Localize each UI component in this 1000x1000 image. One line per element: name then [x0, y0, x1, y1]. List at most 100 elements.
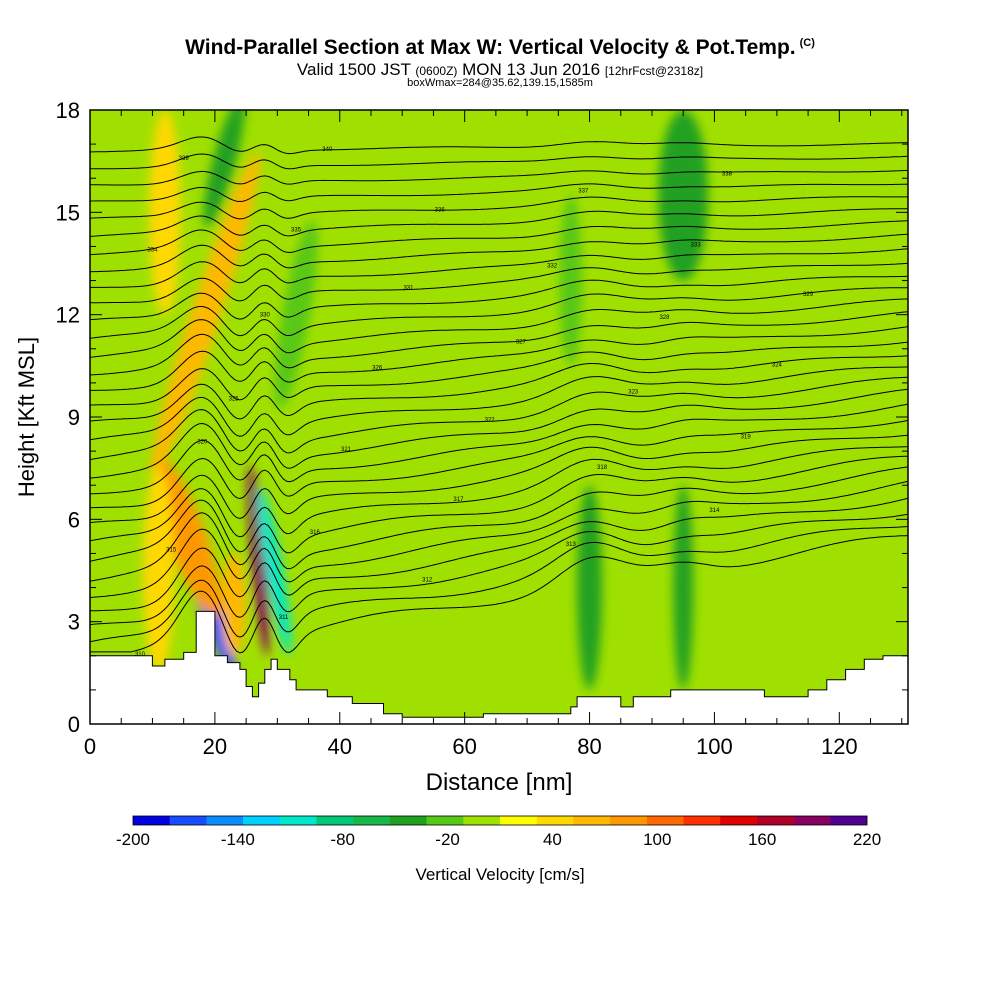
x-tick-label: 100 — [696, 734, 733, 759]
isentrope-label: 336 — [435, 207, 446, 213]
isentrope-label: 317 — [453, 497, 464, 503]
isentrope-332 — [90, 248, 908, 288]
terrain — [90, 610, 908, 724]
isentrope-311 — [90, 526, 908, 643]
colorbar-swatch — [610, 816, 648, 825]
colorbar-tick-label: 40 — [543, 830, 562, 849]
valid-time: Valid 1500 JST — [296, 60, 411, 79]
isentrope-label: 313 — [566, 542, 577, 548]
isentrope-label: 318 — [597, 465, 608, 471]
isentrope-334 — [90, 220, 908, 256]
isentrope-329 — [90, 287, 908, 339]
isentrope-325 — [90, 341, 908, 406]
colorbar-swatch — [536, 816, 574, 825]
isentrope-label: 337 — [578, 189, 589, 195]
x-tick-label: 0 — [84, 734, 96, 759]
isentrope-338 — [90, 169, 908, 186]
x-tick-label: 60 — [452, 734, 476, 759]
isentrope-label: 321 — [341, 447, 352, 453]
colorbar-swatch — [646, 816, 684, 825]
colorbar-swatch — [573, 816, 611, 825]
colorbar-swatch — [463, 816, 501, 825]
colorbar-tick-label: -20 — [435, 830, 460, 849]
isentrope-label: 327 — [516, 340, 527, 346]
velocity-feature-3 — [247, 465, 270, 656]
isentrope-323 — [90, 366, 908, 441]
isentrope-333 — [90, 233, 908, 273]
velocity-feature-6 — [151, 152, 260, 477]
isentrope-labels: 310 311 312 313 314 315 316 317 318 319 320 321 322 3… — [135, 147, 814, 658]
isentrope-label: 324 — [772, 362, 783, 368]
isentrope-label: 333 — [691, 242, 702, 248]
isentrope-326 — [90, 326, 908, 391]
isentrope-337 — [90, 183, 908, 203]
x-tick-label: 40 — [328, 734, 352, 759]
velocity-feature-2 — [152, 455, 221, 617]
isentrope-310 — [90, 535, 908, 654]
y-tick-label: 3 — [68, 610, 80, 635]
isentrope-320 — [90, 403, 908, 495]
colorbar-swatch — [683, 816, 721, 825]
isentrope-label: 315 — [166, 548, 177, 554]
isentrope-330 — [90, 275, 908, 321]
colorbar-swatch — [243, 816, 281, 825]
isentrope-label: 330 — [260, 312, 271, 318]
colorbar-border — [132, 815, 868, 826]
colorbar: -200 -140 -80 -20 40 100 160 220 — [116, 815, 881, 849]
isentrope-319 — [90, 419, 908, 509]
isentrope-label: 328 — [659, 315, 670, 321]
copyright-mark: (C) — [799, 37, 815, 49]
velocity-feature-13 — [673, 485, 694, 690]
colorbar-swatch — [720, 816, 758, 825]
isentrope-label: 329 — [803, 292, 814, 298]
isentrope-label: 325 — [229, 396, 240, 402]
isentrope-322 — [90, 376, 908, 461]
isentrope-label: 335 — [291, 227, 302, 233]
y-tick-label: 15 — [56, 200, 80, 225]
isentrope-331 — [90, 262, 908, 304]
colorbar-swatch — [206, 816, 244, 825]
isentrope-label: 331 — [403, 286, 414, 292]
isentrope-label: 312 — [422, 578, 433, 584]
y-axis: 0 3 6 9 12 15 18 — [56, 98, 908, 737]
forecast-info: [12hrFcst@2318z] — [604, 64, 704, 78]
isentrope-label: 334 — [147, 248, 158, 254]
velocity-feature-5 — [221, 553, 247, 656]
isentrope-339 — [90, 153, 908, 170]
box-info: boxWmax=284@35.62,139.15,1585m — [407, 77, 593, 89]
isentrope-315 — [90, 466, 908, 582]
isentrope-340 — [90, 136, 908, 155]
x-tick-label: 20 — [203, 734, 227, 759]
x-tick-label: 120 — [821, 734, 858, 759]
isentrope-328 — [90, 298, 908, 358]
isentrope-327 — [90, 311, 908, 376]
isentrope-316 — [90, 455, 908, 562]
colorbar-swatch — [426, 816, 464, 825]
x-tick-label: 80 — [577, 734, 601, 759]
colorbar-swatch — [169, 816, 207, 825]
x-axis-label: Distance [nm] — [426, 769, 573, 796]
y-tick-label: 9 — [68, 405, 80, 430]
y-tick-label: 0 — [68, 712, 80, 737]
valid-date: MON 13 Jun 2016 — [462, 60, 601, 79]
velocity-feature-4 — [257, 486, 292, 655]
velocity-feature-11 — [658, 110, 709, 281]
isentrope-label: 311 — [279, 615, 289, 621]
isentrope-label: 340 — [322, 147, 333, 153]
y-axis-label: Height [Kft MSL] — [14, 337, 39, 497]
isentrope-label: 314 — [709, 508, 720, 514]
colorbar-tick-label: 220 — [853, 830, 881, 849]
x-axis: 0 20 40 60 80 100 120 — [84, 110, 903, 759]
chart-title: Wind-Parallel Section at Max W: Vertical… — [185, 36, 815, 59]
isentrope-label: 326 — [372, 366, 383, 372]
isentrope-label: 322 — [485, 418, 496, 424]
velocity-features — [143, 110, 709, 690]
isentrope-324 — [90, 355, 908, 422]
colorbar-label: Vertical Velocity [cm/s] — [415, 865, 584, 884]
velocity-feature-12 — [577, 485, 603, 690]
chart-subtitle: Valid 1500 JST (0600Z) MON 13 Jun 2016 [… — [0, 60, 1000, 80]
colorbar-swatch — [756, 816, 794, 825]
colorbar-swatch — [279, 816, 317, 825]
colorbar-tick-label: 100 — [643, 830, 671, 849]
isentrope-label: 310 — [135, 652, 146, 658]
